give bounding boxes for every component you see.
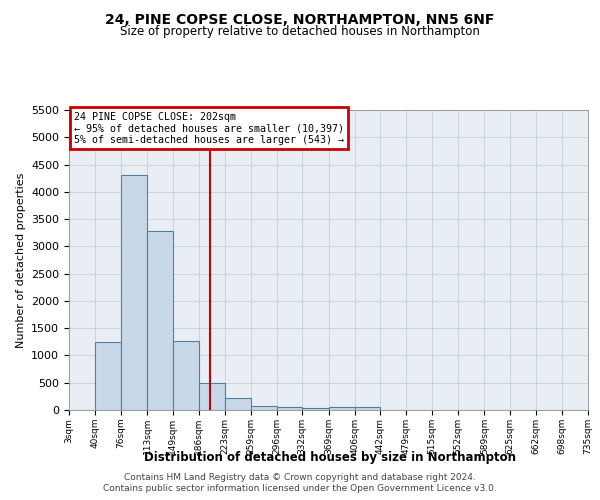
Bar bbox=[251, 406, 277, 410]
Text: Size of property relative to detached houses in Northampton: Size of property relative to detached ho… bbox=[120, 25, 480, 38]
Text: 24, PINE COPSE CLOSE, NORTHAMPTON, NN5 6NF: 24, PINE COPSE CLOSE, NORTHAMPTON, NN5 6… bbox=[106, 12, 494, 26]
Bar bbox=[173, 340, 199, 410]
Bar bbox=[147, 231, 173, 410]
Y-axis label: Number of detached properties: Number of detached properties bbox=[16, 172, 26, 348]
Bar bbox=[277, 407, 302, 410]
Text: Contains public sector information licensed under the Open Government Licence v3: Contains public sector information licen… bbox=[103, 484, 497, 493]
Text: 24 PINE COPSE CLOSE: 202sqm
← 95% of detached houses are smaller (10,397)
5% of : 24 PINE COPSE CLOSE: 202sqm ← 95% of det… bbox=[74, 112, 344, 144]
Text: Contains HM Land Registry data © Crown copyright and database right 2024.: Contains HM Land Registry data © Crown c… bbox=[124, 472, 476, 482]
Bar bbox=[355, 408, 380, 410]
Text: Distribution of detached houses by size in Northampton: Distribution of detached houses by size … bbox=[144, 451, 516, 464]
Bar bbox=[329, 408, 355, 410]
Bar bbox=[199, 384, 225, 410]
Bar bbox=[225, 398, 251, 410]
Bar bbox=[121, 176, 147, 410]
Bar bbox=[95, 342, 121, 410]
Bar bbox=[302, 408, 329, 410]
